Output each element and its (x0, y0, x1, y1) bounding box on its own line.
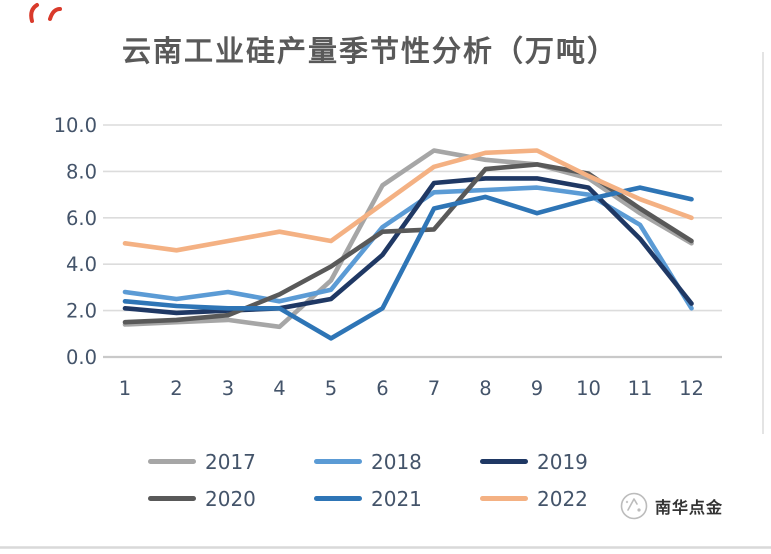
red-corner-mark-icon (29, 3, 62, 23)
legend-swatch-2019 (480, 459, 528, 464)
x-axis-tick-label: 2 (170, 377, 182, 400)
legend-label: 2019 (537, 449, 588, 474)
x-axis-tick-label: 8 (479, 377, 491, 400)
chart-title: 云南工业硅产量季节性分析（万吨） (122, 34, 619, 68)
series-line-2022 (122, 148, 694, 253)
x-axis-tick-label: 10 (576, 377, 601, 400)
y-axis-tick-label: 10.0 (54, 114, 97, 137)
legend-label: 2018 (371, 449, 422, 474)
series-line-2017 (122, 148, 694, 330)
compass-icon (620, 492, 648, 520)
legend-item-2021: 2021 (314, 489, 480, 509)
legend-label: 2021 (371, 486, 422, 511)
brand-watermark: 南华点金 (618, 490, 723, 522)
series-line-2021 (122, 185, 694, 341)
legend-swatch-2021 (314, 496, 362, 501)
legend-label: 2022 (537, 486, 588, 511)
y-axis-tick-label: 4.0 (66, 253, 97, 276)
legend-item-2020: 2020 (148, 489, 314, 509)
x-axis-tick-label: 7 (428, 377, 440, 400)
x-axis-tick-label: 6 (376, 377, 388, 400)
y-axis-tick-label: 6.0 (66, 207, 97, 230)
brand-text: 南华点金 (655, 498, 724, 517)
legend-item-2017: 2017 (148, 452, 314, 472)
y-axis-tick-label: 2.0 (66, 300, 97, 323)
legend-item-2018: 2018 (314, 452, 480, 472)
legend-swatch-2020 (148, 496, 196, 501)
legend-swatch-2017 (148, 459, 196, 464)
legend-label: 2020 (205, 486, 256, 511)
x-axis-tick-label: 5 (325, 377, 337, 400)
x-axis-tick-label: 4 (273, 377, 285, 400)
chart-legend: 2017 2018 2019 2020 2021 2022 (148, 443, 646, 517)
legend-label: 2017 (205, 449, 256, 474)
red-corner-mark (26, 2, 64, 28)
x-axis-tick-label: 1 (119, 377, 131, 400)
legend-swatch-2018 (314, 459, 362, 464)
series-line-2018 (122, 185, 694, 311)
x-axis-tick-label: 11 (628, 377, 653, 400)
legend-item-2022: 2022 (480, 489, 646, 509)
y-axis-tick-label: 8.0 (66, 160, 97, 183)
legend-item-2019: 2019 (480, 452, 646, 472)
x-axis-tick-label: 12 (679, 377, 704, 400)
legend-swatch-2022 (480, 496, 528, 501)
x-axis-tick-label: 9 (531, 377, 543, 400)
x-axis-tick-label: 3 (222, 377, 234, 400)
y-axis-tick-label: 0.0 (66, 346, 97, 369)
